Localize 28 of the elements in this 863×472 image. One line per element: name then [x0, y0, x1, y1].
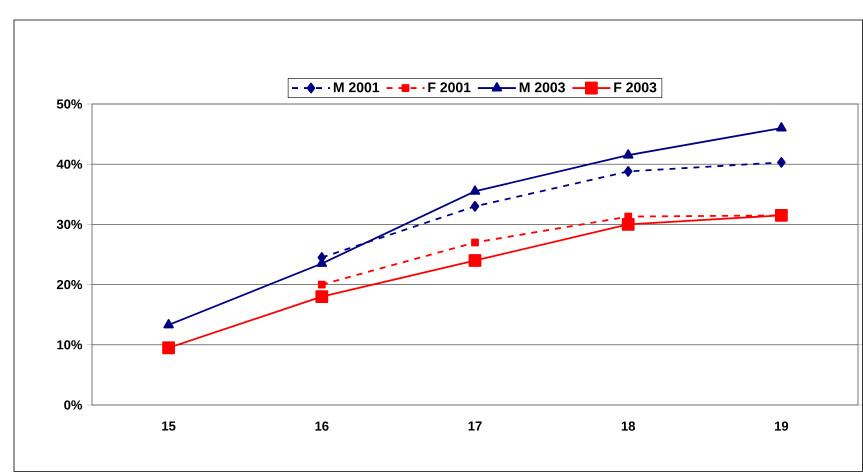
x-tick-label: 18 [622, 422, 636, 431]
y-tick-label: 50% [56, 99, 82, 109]
point [163, 319, 174, 328]
y-tick-label: 20% [56, 280, 82, 290]
x-tick-label: 19 [774, 422, 788, 431]
point [470, 185, 480, 195]
y-tick-label: 0% [64, 400, 82, 410]
x-tick-label: 15 [162, 422, 176, 431]
point [471, 238, 479, 246]
legend-label: F 2003 [614, 82, 656, 92]
x-tick-label: 16 [315, 422, 329, 431]
y-tick-label: 10% [57, 340, 82, 350]
legend-label: F 2001 [428, 82, 471, 92]
point [624, 166, 632, 177]
point [470, 200, 480, 212]
legend-label: M 2001 [334, 82, 380, 92]
y-tick-label: 30% [56, 220, 82, 230]
x-tick-label: 17 [468, 422, 482, 430]
point [318, 280, 326, 288]
point [315, 290, 328, 304]
point [622, 149, 634, 159]
point [776, 122, 787, 132]
point [622, 218, 635, 231]
legend-label: M 2003 [520, 82, 565, 92]
y-tick-label: 40% [56, 160, 82, 169]
point [468, 254, 482, 267]
point [777, 156, 786, 168]
point [162, 341, 176, 354]
